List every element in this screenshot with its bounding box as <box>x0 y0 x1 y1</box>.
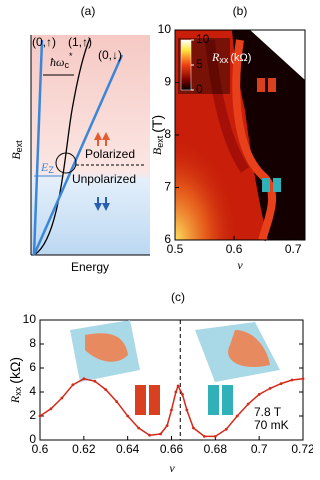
y-tick-label: 2 <box>29 408 36 422</box>
gap-label-part: c <box>64 60 69 70</box>
data-point <box>148 433 151 437</box>
colorbar-label-part: R <box>211 50 220 64</box>
data-point <box>235 414 239 418</box>
data-point <box>268 387 272 390</box>
data-point <box>290 378 294 382</box>
data-point <box>170 408 173 412</box>
x-tick-label: 0.66 <box>160 442 184 456</box>
panel-label: (a) <box>81 4 96 18</box>
crossing <box>55 152 77 174</box>
level-line <box>33 37 91 256</box>
colorbar-label-part: xx <box>219 55 229 65</box>
gap-label-part: * <box>69 51 73 61</box>
data-point <box>159 432 162 436</box>
data-point <box>38 414 42 418</box>
x-tick-label: 0.72 <box>291 442 313 456</box>
data-point <box>213 435 217 438</box>
y-axis-label-part: ext <box>155 135 165 148</box>
zeeman-label-part: Z <box>48 165 54 175</box>
x-tick-label: 0.6 <box>226 242 243 256</box>
data-point <box>49 407 53 411</box>
level-label: (0,↓) <box>98 48 122 62</box>
colorbar-label-part: (kΩ) <box>230 52 251 64</box>
zeeman-label: EZ <box>40 160 54 176</box>
x-tick-label: 0.6 <box>32 442 49 456</box>
data-point <box>93 379 97 383</box>
colorbar-tick-label: 5 <box>196 57 203 71</box>
level-line <box>32 39 44 256</box>
data-point <box>279 382 283 385</box>
y-tick-label: 6 <box>164 232 171 246</box>
panel-label: (c) <box>171 290 185 304</box>
x-tick-label: 0.7 <box>251 442 268 456</box>
data-point <box>181 393 184 396</box>
level-label: (1,↑) <box>68 35 92 49</box>
x-tick-label: 0.64 <box>116 442 140 456</box>
level-label: (0,↑) <box>32 35 56 49</box>
y-axis-label-part: B <box>9 152 23 160</box>
y-tick-label: 8 <box>29 336 36 350</box>
colorbar-tick-label: 10 <box>196 32 210 46</box>
arrows-down <box>94 197 110 211</box>
data-point <box>176 384 180 388</box>
data-point <box>257 393 261 396</box>
gap-label: ħωc* <box>50 51 73 70</box>
y-axis-label: Bext (T) <box>149 115 166 155</box>
data-point <box>246 402 250 406</box>
y-tick-label: 10 <box>158 22 172 36</box>
data-point <box>104 388 108 391</box>
zeeman-label-part: E <box>40 160 49 174</box>
y-tick-label: 4 <box>29 384 36 398</box>
y-tick-label: 0 <box>29 432 36 446</box>
y-axis-label-part: R <box>8 395 22 404</box>
y-tick-label: 9 <box>164 75 171 89</box>
gap-label-part: ħω <box>50 55 64 69</box>
y-axis-label: Bext <box>9 140 25 160</box>
y-tick-label: 10 <box>23 312 37 326</box>
x-axis-label: ν <box>237 258 243 272</box>
data-point <box>192 426 195 430</box>
data-point <box>224 427 228 431</box>
colorbar-tick-label: 0 <box>196 82 203 96</box>
y-axis-label-part: (T) <box>149 115 165 133</box>
level-line <box>32 54 124 256</box>
x-tick-label: 0.62 <box>72 442 96 456</box>
x-tick-label: 0.5 <box>167 242 184 256</box>
y-axis-label-part: (kΩ) <box>7 357 23 384</box>
y-tick-label: 7 <box>164 180 171 194</box>
annotation: 7.8 T <box>254 405 282 419</box>
data-point <box>82 377 86 381</box>
annotation: 70 mK <box>254 418 289 432</box>
x-axis-label: Energy <box>71 260 109 274</box>
inset <box>70 320 280 415</box>
data-point <box>126 414 130 418</box>
figure: (a) Bext Energy (0,↑) (1,↑) (0,↓) ħωc* EZ Polari… <box>7 4 313 475</box>
data-point <box>301 377 305 381</box>
x-tick-label: 0.7 <box>285 242 302 256</box>
panel-label: (b) <box>233 4 248 18</box>
x-axis-label: ν <box>169 461 175 475</box>
data-point <box>202 435 206 438</box>
y-axis-label-part: xx <box>13 386 23 396</box>
y-tick-label: 6 <box>29 360 36 374</box>
data-point <box>115 400 119 403</box>
x-tick-label: 0.68 <box>204 442 228 456</box>
arrows-up <box>94 132 110 146</box>
data-point <box>71 383 75 387</box>
data-point <box>137 426 141 430</box>
data-point <box>165 424 169 427</box>
data-point <box>60 396 64 400</box>
y-tick-label: 8 <box>164 127 171 141</box>
data-point <box>185 408 189 412</box>
region-label: Polarized <box>85 147 135 161</box>
y-axis-label-part: ext <box>14 140 24 153</box>
region-label: Unpolarized <box>72 172 136 186</box>
colorbar-label: Rxx (kΩ) <box>211 50 251 66</box>
heatmap <box>175 30 305 242</box>
data-point <box>174 390 178 394</box>
y-axis-label-part: B <box>150 147 164 155</box>
y-axis-label: Rxx (kΩ) <box>7 357 24 404</box>
